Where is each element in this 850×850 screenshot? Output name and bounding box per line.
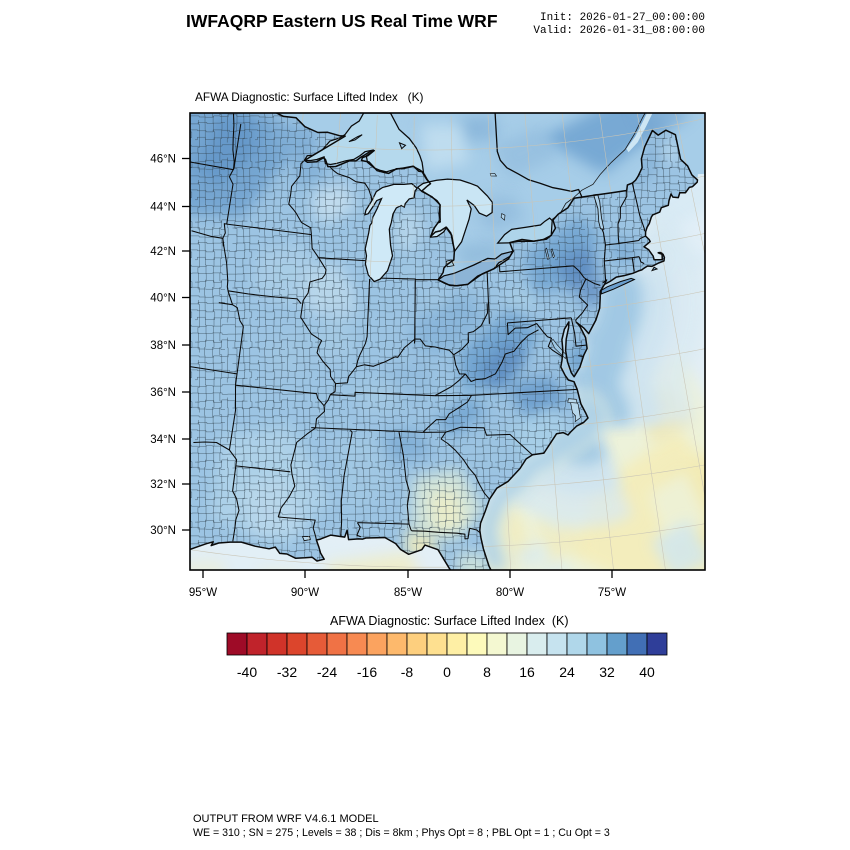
svg-text:36°N: 36°N <box>150 387 176 399</box>
svg-text:16: 16 <box>519 664 535 680</box>
svg-text:40: 40 <box>639 664 655 680</box>
svg-text:0: 0 <box>443 664 451 680</box>
svg-text:-40: -40 <box>237 664 257 680</box>
svg-text:34°N: 34°N <box>150 434 176 446</box>
svg-text:46°N: 46°N <box>150 154 176 166</box>
svg-text:95°W: 95°W <box>189 587 217 599</box>
svg-text:24: 24 <box>559 664 575 680</box>
svg-text:8: 8 <box>483 664 491 680</box>
svg-text:90°W: 90°W <box>291 587 319 599</box>
svg-text:32°N: 32°N <box>150 479 176 491</box>
svg-text:80°W: 80°W <box>496 587 524 599</box>
svg-text:30°N: 30°N <box>150 525 176 537</box>
svg-text:-16: -16 <box>357 664 377 680</box>
svg-text:38°N: 38°N <box>150 340 176 352</box>
svg-text:42°N: 42°N <box>150 246 176 258</box>
svg-text:85°W: 85°W <box>394 587 422 599</box>
svg-text:44°N: 44°N <box>150 202 176 214</box>
svg-text:-32: -32 <box>277 664 297 680</box>
svg-text:32: 32 <box>599 664 615 680</box>
svg-text:-8: -8 <box>401 664 414 680</box>
svg-text:-24: -24 <box>317 664 337 680</box>
svg-text:75°W: 75°W <box>598 587 626 599</box>
svg-text:40°N: 40°N <box>150 293 176 305</box>
